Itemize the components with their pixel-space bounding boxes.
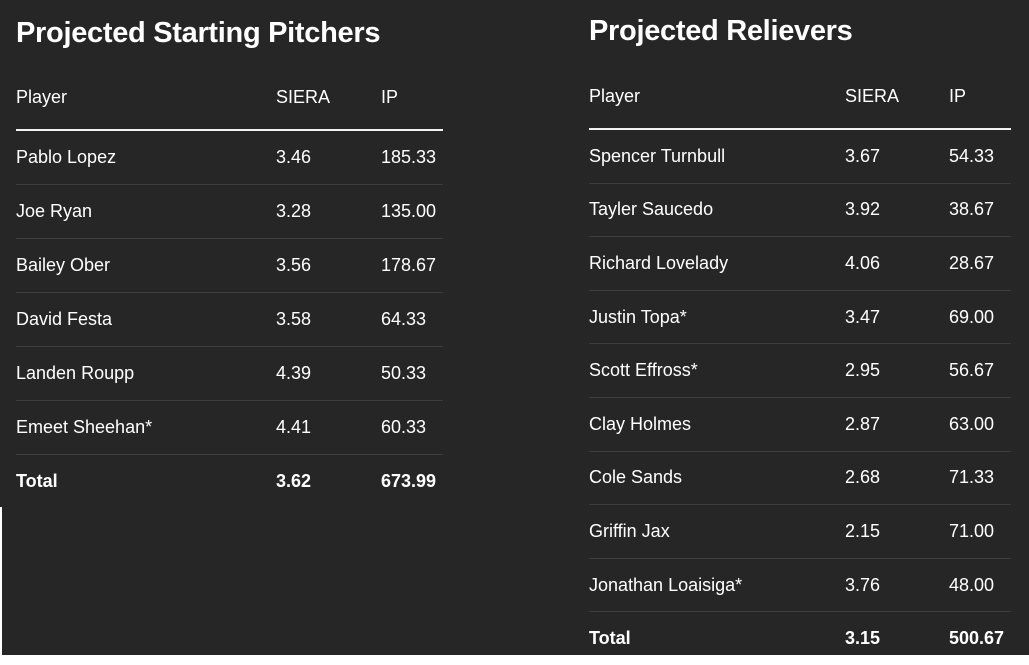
- background-gap: [456, 0, 572, 655]
- table-row: Cole Sands 2.68 71.33: [589, 451, 1011, 506]
- ip-cell: 50.33: [381, 346, 443, 401]
- ip-cell: 135.00: [381, 184, 443, 239]
- relievers-table: Player SIERA IP Spencer Turnbull 3.67 54…: [589, 86, 1011, 665]
- table-row: Jonathan Loaisiga* 3.76 48.00: [589, 558, 1011, 613]
- player-cell: Richard Lovelady: [589, 236, 845, 291]
- total-label: Total: [589, 628, 631, 649]
- table-row: Bailey Ober 3.56 178.67: [16, 238, 443, 293]
- siera-cell: 4.06: [845, 236, 949, 291]
- player-cell: Scott Effross*: [589, 343, 845, 398]
- ip-cell: 69.00: [949, 290, 1011, 345]
- siera-cell: 3.46: [276, 130, 381, 185]
- player-cell: Joe Ryan: [16, 184, 276, 239]
- table-header-row: Player SIERA IP: [589, 86, 1011, 130]
- siera-cell: 2.95: [845, 343, 949, 398]
- starting-pitchers-title: Projected Starting Pitchers: [16, 17, 381, 49]
- total-ip: 673.99: [381, 471, 437, 491]
- ip-cell: 48.00: [949, 558, 1011, 613]
- relievers-title: Projected Relievers: [589, 15, 853, 47]
- table-row: Emeet Sheehan* 4.41 60.33: [16, 400, 443, 455]
- total-siera: 3.62: [276, 471, 312, 491]
- ip-cell: 71.00: [949, 504, 1011, 559]
- ip-cell: 56.67: [949, 343, 1011, 398]
- total-label: Total: [16, 471, 58, 491]
- ip-cell: 28.67: [949, 236, 1011, 291]
- total-row: Total 3.62 673.99: [16, 455, 443, 509]
- player-cell: Emeet Sheehan*: [16, 400, 276, 455]
- column-header-siera: SIERA: [276, 87, 381, 131]
- table-row: Justin Topa* 3.47 69.00: [589, 290, 1011, 345]
- starting-pitchers-panel: Projected Starting Pitchers Player SIERA…: [0, 0, 456, 507]
- table-row: Spencer Turnbull 3.67 54.33: [589, 129, 1011, 184]
- player-cell: David Festa: [16, 292, 276, 347]
- siera-cell: 4.41: [276, 400, 381, 455]
- column-header-ip: IP: [949, 86, 1011, 130]
- table-row: Joe Ryan 3.28 135.00: [16, 184, 443, 239]
- ip-cell: 185.33: [381, 130, 443, 185]
- background-under-left: [0, 507, 456, 655]
- siera-cell: 4.39: [276, 346, 381, 401]
- ip-cell: 60.33: [381, 400, 443, 455]
- column-header-player: Player: [16, 87, 276, 131]
- player-cell: Pablo Lopez: [16, 130, 276, 185]
- starting-pitchers-table: Player SIERA IP Pablo Lopez 3.46 185.33 …: [16, 87, 443, 508]
- player-cell: Landen Roupp: [16, 346, 276, 401]
- relievers-panel: Projected Relievers Player SIERA IP Spen…: [572, 0, 1029, 655]
- player-cell: Cole Sands: [589, 451, 845, 506]
- siera-cell: 3.67: [845, 129, 949, 184]
- table-row: Richard Lovelady 4.06 28.67: [589, 236, 1011, 291]
- table-row: Clay Holmes 2.87 63.00: [589, 397, 1011, 452]
- player-cell: Clay Holmes: [589, 397, 845, 452]
- total-ip: 500.67: [949, 628, 1005, 649]
- player-cell: Griffin Jax: [589, 504, 845, 559]
- player-cell: Justin Topa*: [589, 290, 845, 345]
- siera-cell: 2.87: [845, 397, 949, 452]
- siera-cell: 3.28: [276, 184, 381, 239]
- ip-cell: 63.00: [949, 397, 1011, 452]
- ip-cell: 71.33: [949, 451, 1011, 506]
- table-row: Scott Effross* 2.95 56.67: [589, 343, 1011, 398]
- siera-cell: 3.92: [845, 183, 949, 238]
- player-cell: Bailey Ober: [16, 238, 276, 293]
- table-row: Griffin Jax 2.15 71.00: [589, 504, 1011, 559]
- siera-cell: 3.56: [276, 238, 381, 293]
- player-cell: Spencer Turnbull: [589, 129, 845, 184]
- column-header-siera: SIERA: [845, 86, 949, 130]
- ip-cell: 178.67: [381, 238, 443, 293]
- table-row: David Festa 3.58 64.33: [16, 292, 443, 347]
- siera-cell: 3.58: [276, 292, 381, 347]
- ip-cell: 54.33: [949, 129, 1011, 184]
- siera-cell: 2.15: [845, 504, 949, 559]
- siera-cell: 3.76: [845, 558, 949, 613]
- player-cell: Jonathan Loaisiga*: [589, 558, 845, 613]
- siera-cell: 3.47: [845, 290, 949, 345]
- siera-cell: 2.68: [845, 451, 949, 506]
- page-edge: [0, 507, 2, 655]
- ip-cell: 38.67: [949, 183, 1011, 238]
- column-header-player: Player: [589, 86, 845, 130]
- table-row: Tayler Saucedo 3.92 38.67: [589, 183, 1011, 238]
- total-siera: 3.15: [845, 628, 881, 649]
- ip-cell: 64.33: [381, 292, 443, 347]
- player-cell: Tayler Saucedo: [589, 183, 845, 238]
- table-row: Landen Roupp 4.39 50.33: [16, 346, 443, 401]
- column-header-ip: IP: [381, 87, 443, 131]
- table-row: Pablo Lopez 3.46 185.33: [16, 130, 443, 185]
- table-header-row: Player SIERA IP: [16, 87, 443, 131]
- total-row: Total 3.15 500.67: [589, 612, 1011, 665]
